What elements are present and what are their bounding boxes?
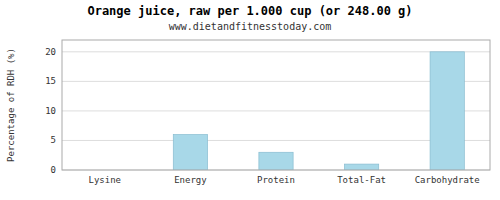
y-tick-label: 20 (45, 47, 56, 57)
x-axis: Lysine Energy Protein Total-Fat Carbohydrate (89, 175, 480, 185)
grid-line (62, 140, 490, 141)
y-axis-label: Percentage of RDH (%) (6, 48, 16, 162)
x-tick-label: Total-Fat (337, 175, 386, 185)
grid (62, 52, 490, 170)
bar (173, 135, 207, 170)
grid-line (62, 81, 490, 82)
y-axis: 0 5 10 15 20 (45, 47, 56, 175)
x-tick-label: Carbohydrate (415, 175, 480, 185)
x-tick-label: Lysine (89, 175, 122, 185)
grid-line (62, 51, 490, 52)
y-tick-label: 10 (45, 106, 56, 116)
bar (430, 52, 464, 170)
y-tick-label: 0 (51, 165, 56, 175)
x-tick-label: Protein (257, 175, 295, 185)
plot-frame (62, 40, 490, 170)
bars (173, 52, 464, 170)
page: {"chart_data": {"type": "bar", "title": … (0, 0, 500, 200)
grid-line (62, 110, 490, 111)
x-tick-label: Energy (174, 175, 207, 185)
y-tick-label: 5 (51, 135, 56, 145)
subtitle: www.dietandfitnesstoday.com (169, 21, 332, 32)
chart-container: Orange juice, raw per 1.000 cup (or 248.… (0, 0, 500, 200)
y-tick-label: 15 (45, 76, 56, 86)
bar (259, 152, 293, 170)
chart: Orange juice, raw per 1.000 cup (or 248.… (0, 0, 500, 200)
title: Orange juice, raw per 1.000 cup (or 248.… (87, 4, 412, 18)
bar (344, 164, 378, 170)
